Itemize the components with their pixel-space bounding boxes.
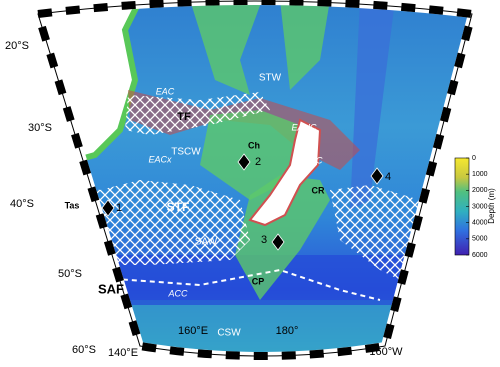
longitude-label: 140°E (108, 347, 138, 359)
region-label: CP (252, 276, 265, 286)
station-marker (271, 233, 285, 251)
station-marker (237, 153, 251, 171)
longitude-label: 160°W (369, 346, 403, 358)
latitude-label: 50°S (58, 268, 82, 280)
region-label: ACC (167, 288, 188, 298)
region-label: Tas (65, 200, 80, 210)
colorbar-tick-label: 6000 (472, 252, 488, 259)
colorbar-tick-label: 1000 (472, 171, 488, 178)
region-label: STF (167, 200, 190, 214)
latitude-label: 60°S (72, 344, 96, 356)
longitude-label: 160°E (178, 325, 208, 337)
region-label: SAF (98, 281, 124, 296)
colorbar-tick-label: 5000 (472, 236, 488, 243)
region-label: 3 (261, 234, 267, 246)
region-label: TF (177, 111, 191, 123)
colorbar-tick-label: 3000 (472, 203, 488, 210)
region-label: CR (312, 185, 325, 195)
region-label: CSW (217, 328, 241, 339)
region-label: ECC (303, 155, 323, 165)
latitude-label: 40°S (10, 198, 34, 210)
colorbar-tick-label: 4000 (472, 220, 488, 227)
station-marker (370, 167, 384, 185)
region-label: EAUC (291, 122, 317, 132)
colorbar-tick-label: 2000 (472, 187, 488, 194)
region-label: TSCW (171, 147, 201, 158)
region-label: 1 (116, 202, 122, 214)
colorbar-tick-label: 0 (472, 155, 476, 162)
longitude-label: 180° (276, 325, 299, 337)
region-label: 2 (255, 156, 261, 168)
region-label: 4 (385, 171, 391, 183)
region-label: EAC (156, 86, 175, 96)
latitude-label: 30°S (28, 122, 52, 134)
station-marker (101, 199, 115, 217)
region-label: EACx (148, 154, 172, 164)
region-label: SAW (195, 237, 218, 248)
colorbar-title: Depth (m) (487, 188, 496, 224)
stations (101, 153, 384, 251)
latitude-label: 20°S (5, 40, 29, 52)
region-label: Ch (248, 140, 260, 150)
region-label: STW (259, 73, 282, 84)
